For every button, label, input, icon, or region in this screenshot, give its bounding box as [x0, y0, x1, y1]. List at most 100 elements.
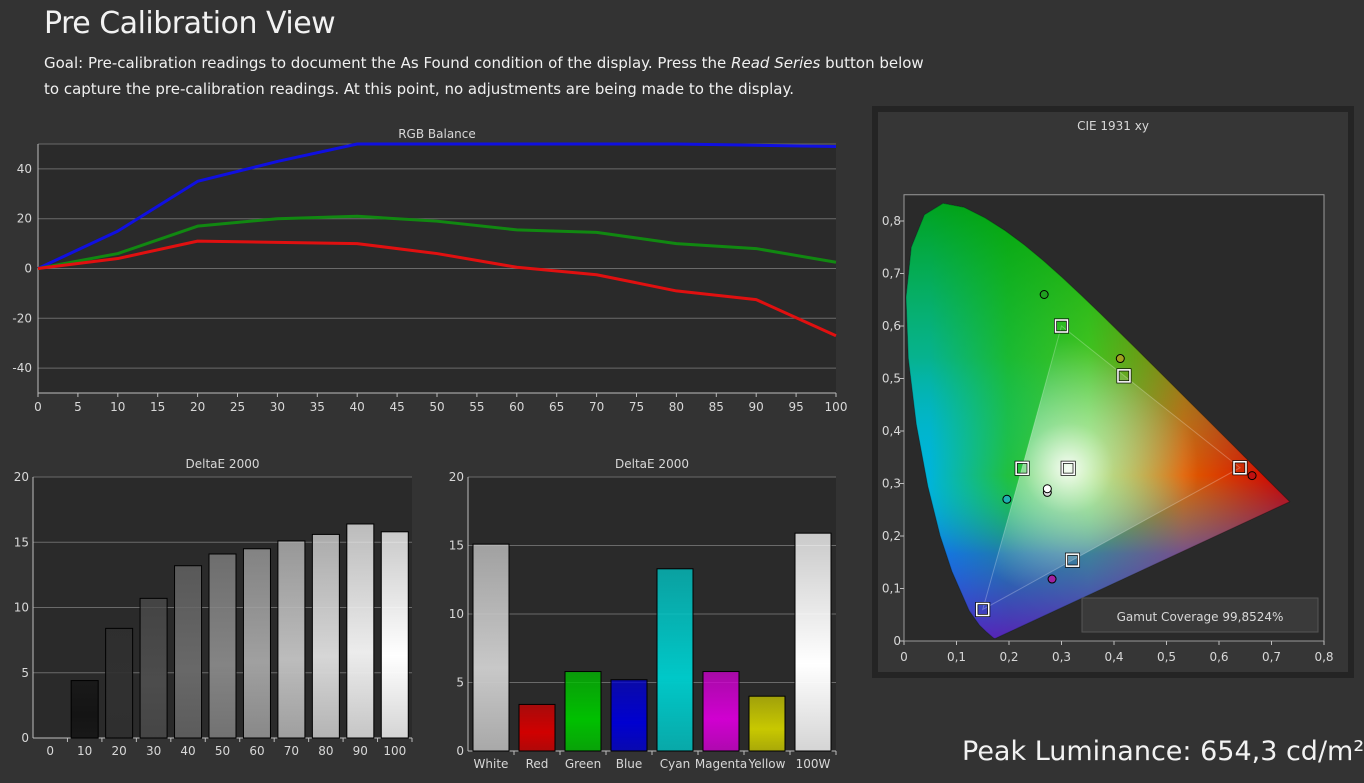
x-tick-label: Red — [526, 757, 549, 771]
target-marker — [1061, 461, 1075, 476]
x-tick-label: Magenta — [695, 757, 747, 771]
bar-blue — [610, 679, 648, 752]
page-title: Pre Calibration View — [44, 6, 336, 41]
bar-red — [518, 703, 556, 752]
rgb-balance-svg: RGB Balance -40 -20 0 20 40 0 5 10 15 20 25 30 35 40 45… — [12, 127, 848, 414]
bar-40 — [174, 565, 203, 739]
chart-title: DeltaE 2000 — [186, 457, 260, 471]
bar-magenta — [702, 671, 740, 752]
x-tick-label: 0,4 — [1104, 650, 1123, 664]
deltae-grayscale-chart: DeltaE 2000 0 5 10 15 20 0 10 20 30 40 50 60 70 80 90 10… — [0, 450, 430, 780]
x-tick-label: 100 — [383, 744, 406, 758]
y-tick-label: 15 — [14, 535, 29, 549]
chart-title: RGB Balance — [398, 127, 476, 141]
x-tick-label: 30 — [270, 400, 285, 414]
bar-30 — [139, 597, 168, 739]
x-tick-label: 10 — [110, 400, 125, 414]
x-tick-label: 70 — [284, 744, 299, 758]
target-marker — [1065, 553, 1080, 567]
bar-cyan — [656, 568, 694, 752]
y-tick-label: 0,7 — [882, 267, 901, 281]
peak-luminance: Peak Luminance: 654,3 cd/m² — [962, 736, 1364, 767]
y-tick-label: 0,8 — [882, 214, 901, 228]
goal-emphasis: Read Series — [731, 54, 821, 72]
gamut-triangle — [982, 326, 1240, 610]
x-tick-label: 15 — [150, 400, 165, 414]
x-tick-label: 0,1 — [947, 650, 966, 664]
y-tick-label: 5 — [456, 676, 464, 690]
x-tick-label: 0 — [34, 400, 42, 414]
x-tick-label: 45 — [389, 400, 404, 414]
x-tick-label: 60 — [249, 744, 264, 758]
measured-point — [1247, 471, 1257, 481]
goal-suffix: button below to capture the pre-calibrat… — [44, 54, 924, 98]
x-tick-label: 0,7 — [1262, 650, 1281, 664]
y-tick-label: 0,1 — [882, 582, 901, 596]
x-tick-label: 10 — [77, 744, 92, 758]
x-tick-label: 100W — [796, 757, 831, 771]
measured-point — [1039, 290, 1049, 299]
bar-80 — [311, 533, 340, 739]
measured-point — [1002, 494, 1012, 504]
x-tick-label: 20 — [111, 744, 126, 758]
x-tick-label: Blue — [616, 757, 643, 771]
deltae-colors-chart: DeltaE 2000 0 5 10 15 20 White Red Green Blue Cyan… — [430, 450, 850, 780]
y-tick-label: 10 — [449, 607, 464, 621]
x-tick-label: White — [474, 757, 509, 771]
bar-20 — [105, 627, 134, 739]
x-tick-label: 85 — [709, 400, 724, 414]
y-tick-label: 10 — [14, 601, 29, 615]
goal-prefix: Goal: Pre-calibration readings to docume… — [44, 54, 732, 72]
bar-50 — [208, 553, 237, 739]
series-line — [37, 142, 837, 270]
y-tick-label: -40 — [12, 361, 32, 375]
y-tick-label: 20 — [17, 212, 32, 226]
bar-white — [472, 543, 510, 752]
deltae-colors-svg: DeltaE 2000 0 5 10 15 20 White Red Green Blue Cyan… — [449, 457, 837, 771]
x-tick-label: 5 — [74, 400, 82, 414]
y-tick-label: 20 — [449, 470, 464, 484]
x-tick-label: Green — [565, 757, 601, 771]
x-tick-label: 60 — [509, 400, 524, 414]
x-tick-label: 50 — [429, 400, 444, 414]
x-tick-label: 0,2 — [999, 650, 1018, 664]
target-marker — [1054, 319, 1069, 333]
bar-60 — [242, 548, 271, 739]
y-tick-label: 0,5 — [882, 372, 901, 386]
rgb-balance-chart: RGB Balance -40 -20 0 20 40 0 5 10 15 20 25 30 35 40 45… — [0, 120, 860, 430]
x-tick-label: 80 — [318, 744, 333, 758]
x-tick-label: 0 — [900, 650, 908, 664]
x-tick-label: 25 — [230, 400, 245, 414]
bar-100w — [794, 532, 832, 752]
gamut-triangle-outline — [981, 325, 1241, 611]
bar-green — [564, 671, 602, 752]
bar-100 — [380, 531, 409, 739]
chart-title: CIE 1931 xy — [1077, 119, 1149, 133]
x-tick-label: 90 — [749, 400, 764, 414]
x-tick-label: 50 — [215, 744, 230, 758]
x-tick-label: 95 — [788, 400, 803, 414]
y-tick-label: 0,2 — [882, 529, 901, 543]
spectral-locus — [905, 202, 1291, 639]
x-tick-label: 100 — [825, 400, 848, 414]
x-tick-label: Cyan — [660, 757, 690, 771]
y-tick-label: 0,3 — [882, 477, 901, 491]
bar-yellow — [748, 695, 786, 752]
x-tick-label: Yellow — [748, 757, 786, 771]
x-tick-label: 0,6 — [1209, 650, 1228, 664]
measured-point — [1115, 354, 1125, 364]
y-tick-label: 0 — [21, 731, 29, 745]
bar-10 — [70, 680, 99, 739]
y-tick-label: 5 — [21, 666, 29, 680]
y-tick-label: 0,6 — [882, 319, 901, 333]
y-tick-label: -20 — [12, 311, 32, 325]
series-line — [37, 214, 837, 270]
gamut-coverage-label: Gamut Coverage 99,8524% — [1117, 610, 1284, 624]
deltae-grayscale-svg: DeltaE 2000 0 5 10 15 20 0 10 20 30 40 50 60 70 80 90 10… — [14, 457, 413, 758]
x-tick-label: 75 — [629, 400, 644, 414]
target-marker — [975, 602, 990, 617]
x-tick-label: 40 — [350, 400, 365, 414]
x-tick-label: 90 — [353, 744, 368, 758]
cie-1931-chart: CIE 1931 xy 0 0,1 0,2 0,3 0,4 0,5 0,6 0,7 0,8 0 0,1… — [872, 106, 1354, 678]
y-tick-label: 0 — [456, 744, 464, 758]
